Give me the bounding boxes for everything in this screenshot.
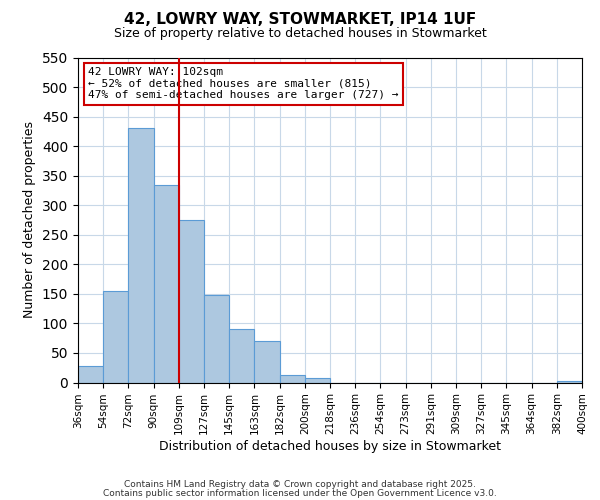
Bar	[78, 366, 103, 382]
Text: Contains HM Land Registry data © Crown copyright and database right 2025.: Contains HM Land Registry data © Crown c…	[124, 480, 476, 489]
Bar	[179, 220, 204, 382]
Bar	[103, 291, 128, 382]
Text: 42, LOWRY WAY, STOWMARKET, IP14 1UF: 42, LOWRY WAY, STOWMARKET, IP14 1UF	[124, 12, 476, 28]
Text: Size of property relative to detached houses in Stowmarket: Size of property relative to detached ho…	[113, 28, 487, 40]
Text: Contains public sector information licensed under the Open Government Licence v3: Contains public sector information licen…	[103, 488, 497, 498]
Bar	[204, 295, 229, 382]
Bar	[229, 330, 254, 382]
Bar	[305, 378, 330, 382]
Text: 42 LOWRY WAY: 102sqm
← 52% of detached houses are smaller (815)
47% of semi-deta: 42 LOWRY WAY: 102sqm ← 52% of detached h…	[88, 67, 398, 100]
Bar	[154, 184, 179, 382]
Bar	[280, 375, 305, 382]
X-axis label: Distribution of detached houses by size in Stowmarket: Distribution of detached houses by size …	[159, 440, 501, 453]
Bar	[254, 341, 280, 382]
Y-axis label: Number of detached properties: Number of detached properties	[23, 122, 37, 318]
Bar	[128, 128, 154, 382]
Bar	[557, 380, 582, 382]
